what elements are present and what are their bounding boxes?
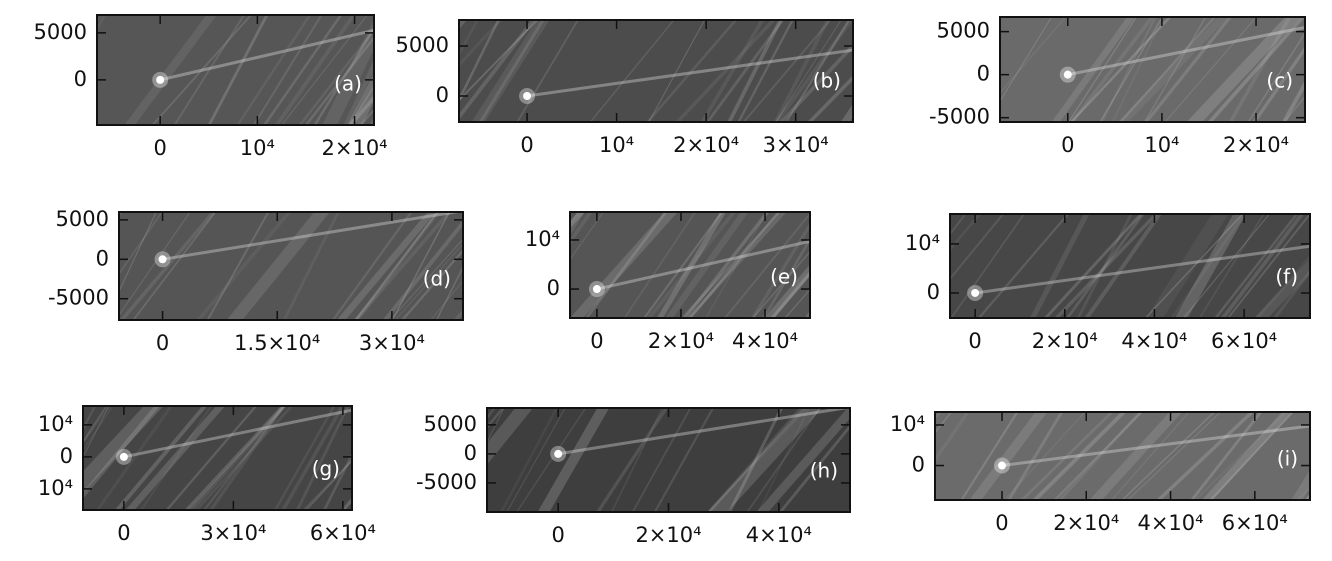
panel-label: (h)	[810, 459, 838, 483]
streak	[1318, 7, 1332, 132]
streak	[878, 204, 945, 328]
comet-nucleus	[120, 453, 128, 461]
streak	[495, 202, 567, 328]
x-tick-label: 6×10⁴	[1211, 329, 1277, 353]
y-tick-label: 0	[96, 246, 109, 270]
streak	[506, 202, 571, 330]
y-tick-label: 10⁴	[905, 231, 940, 255]
panel-image	[365, 10, 960, 132]
x-tick-label: 0	[117, 521, 130, 545]
y-tick-label: 10⁴	[38, 412, 73, 436]
panel-label: (g)	[312, 457, 340, 481]
y-tick-label: 0	[927, 280, 940, 304]
streak	[815, 202, 887, 328]
y-tick-label: 10⁴	[890, 412, 925, 436]
streak	[476, 202, 571, 330]
y-tick-label: 5000	[424, 412, 477, 436]
y-tick-label: -5000	[929, 105, 990, 129]
x-tick-label: 4×10⁴	[1121, 329, 1187, 353]
streak	[384, 5, 466, 135]
x-tick-label: 0	[520, 133, 533, 157]
comet-nucleus	[554, 450, 562, 458]
y-tick-label: 5000	[937, 19, 990, 43]
x-tick-label: 0	[156, 331, 169, 355]
y-tick-label: 0	[547, 276, 560, 300]
x-tick-label: 10⁴	[1144, 133, 1179, 157]
x-tick-label: 6×10⁴	[1222, 511, 1288, 535]
panel-label: (d)	[423, 267, 451, 291]
y-tick-label: 0	[436, 83, 449, 107]
y-tick-label: 5000	[34, 20, 87, 44]
x-tick-label: 2×10⁴	[635, 523, 701, 547]
streak	[373, 5, 472, 135]
panel-label: (b)	[813, 69, 841, 93]
x-tick-label: 3×10⁴	[200, 521, 266, 545]
x-tick-label: 4×10⁴	[732, 329, 798, 353]
comet-nucleus	[998, 462, 1006, 470]
streak	[808, 202, 928, 328]
x-tick-label: 0	[995, 511, 1008, 535]
y-tick-label: -5000	[48, 286, 109, 310]
y-tick-label: 10⁴	[38, 476, 73, 500]
panel-label: (f)	[1275, 265, 1298, 289]
streak	[383, 5, 465, 135]
x-tick-label: 10⁴	[599, 133, 634, 157]
x-tick-label: 1.5×10⁴	[234, 331, 320, 355]
y-tick-label: 5000	[56, 207, 109, 231]
y-tick-label: 5000	[396, 33, 449, 57]
x-tick-label: 3×10⁴	[763, 133, 829, 157]
x-tick-label: 2×10⁴	[648, 329, 714, 353]
streak	[1309, 7, 1332, 132]
x-tick-label: 4×10⁴	[1137, 511, 1203, 535]
streak	[845, 10, 919, 132]
x-tick-label: 6×10⁴	[310, 521, 376, 545]
comet-nucleus	[523, 92, 531, 100]
streak	[365, 5, 434, 135]
x-tick-label: 4×10⁴	[746, 523, 812, 547]
comet-nucleus	[159, 255, 167, 263]
panel-label: (i)	[1277, 447, 1298, 471]
panel-image	[479, 202, 927, 328]
comet-nucleus	[593, 285, 601, 293]
panel-image	[823, 204, 1332, 328]
y-tick-label: 0	[977, 62, 990, 86]
x-tick-label: 0	[1061, 133, 1074, 157]
panel-label: (e)	[770, 265, 798, 289]
streak	[823, 204, 938, 328]
streak	[365, 10, 467, 132]
x-tick-label: 0	[968, 329, 981, 353]
streak	[847, 204, 954, 328]
x-tick-label: 0	[153, 136, 166, 160]
comet-nucleus	[156, 76, 164, 84]
panel-label: (c)	[1266, 69, 1293, 93]
figure: 0 10⁴ 2×10⁴ 0 5000 (a) 0 10⁴ 2×10⁴ 3×10⁴ 0 5000 (b) 0…	[0, 0, 1332, 561]
y-tick-label: 10⁴	[525, 227, 560, 251]
x-tick-label: 2×10⁴	[1053, 511, 1119, 535]
y-tick-label: 0	[464, 441, 477, 465]
comet-nucleus	[1064, 71, 1072, 79]
x-tick-label: 3×10⁴	[359, 331, 425, 355]
x-tick-label: 2×10⁴	[1223, 133, 1289, 157]
comet-nucleus	[971, 289, 979, 297]
x-tick-label: 2×10⁴	[673, 133, 739, 157]
y-tick-label: 0	[74, 67, 87, 91]
panel-label: (a)	[334, 72, 362, 96]
x-tick-label: 10⁴	[240, 136, 275, 160]
x-tick-label: 2×10⁴	[322, 136, 388, 160]
y-tick-label: 0	[60, 444, 73, 468]
x-tick-label: 2×10⁴	[1032, 329, 1098, 353]
streak	[799, 202, 889, 328]
panel-image	[408, 398, 965, 522]
x-tick-label: 0	[551, 523, 564, 547]
y-tick-label: 0	[912, 453, 925, 477]
x-tick-label: 0	[590, 329, 603, 353]
y-tick-label: -5000	[416, 470, 477, 494]
